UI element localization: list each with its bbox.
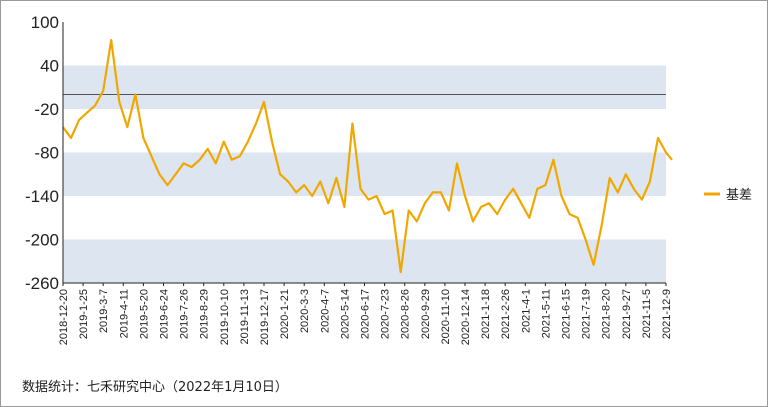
- x-tick-label: 2021-2-26: [500, 289, 512, 339]
- x-tick-label: 2021-11-5: [641, 289, 653, 338]
- y-tick-label: -80: [34, 144, 59, 163]
- x-tick-label: 2020-9-29: [420, 289, 432, 339]
- x-tick-label: 2020-5-14: [339, 289, 351, 339]
- x-tick-label: 2019-12-17: [259, 289, 271, 345]
- y-axis-ticks: 100 40 -20 -80 -140 -200 -260: [25, 13, 59, 293]
- x-tick-label: 2021-8-20: [601, 289, 613, 339]
- x-tick-label: 2020-12-14: [460, 289, 472, 345]
- y-tick-label: -260: [25, 274, 59, 293]
- x-tick-label: 2021-12-9: [661, 289, 673, 339]
- y-tick-label: -200: [25, 231, 59, 250]
- x-tick-label: 2020-8-26: [400, 289, 412, 339]
- legend: 基差: [704, 187, 752, 202]
- x-tick-label: 2021-4-1: [520, 289, 532, 333]
- x-tick-label: 2019-4-11: [118, 289, 130, 338]
- shaded-band-2: [63, 239, 666, 283]
- y-tick-label: -20: [34, 100, 59, 119]
- x-tick-label: 2018-12-20: [58, 289, 70, 345]
- shaded-bands: [63, 65, 666, 283]
- x-tick-label: 2021-9-27: [621, 289, 633, 339]
- y-tick-label: 100: [31, 13, 59, 32]
- plot-series: [62, 38, 673, 274]
- shaded-band-0: [63, 65, 666, 109]
- series-line-0: [62, 38, 673, 274]
- shaded-band-1: [63, 152, 666, 196]
- x-tick-label: 2019-6-24: [159, 289, 171, 339]
- y-tick-label: -140: [25, 187, 59, 206]
- source-note: 数据统计：七禾研究中心（2022年1月10日）: [22, 380, 288, 395]
- x-tick-label: 2020-7-23: [380, 289, 392, 339]
- x-tick-label: 2021-1-18: [480, 289, 492, 339]
- y-tick-label: 40: [40, 57, 59, 76]
- x-tick-label: 2019-8-29: [199, 289, 211, 339]
- x-tick-label: 2019-10-10: [219, 289, 231, 345]
- x-tick-label: 2020-11-10: [440, 289, 452, 344]
- x-axis-ticks: 2018-12-20 2019-1-25 2019-3-7 2019-4-11 2019…: [58, 283, 673, 345]
- x-tick-label: 2021-6-15: [561, 289, 573, 339]
- x-tick-label: 2020-3-3: [299, 289, 311, 333]
- x-tick-label: 2019-3-7: [98, 289, 110, 333]
- x-tick-label: 2021-7-19: [581, 289, 593, 339]
- x-tick-label: 2020-4-7: [319, 289, 331, 333]
- x-tick-label: 2019-7-26: [179, 289, 191, 339]
- legend-label: 基差: [726, 187, 752, 202]
- x-tick-label: 2021-5-11: [540, 289, 552, 338]
- x-tick-label: 2019-5-20: [138, 289, 150, 339]
- x-tick-label: 2019-1-25: [78, 289, 90, 339]
- x-tick-label: 2019-11-13: [239, 289, 251, 344]
- x-tick-label: 2020-6-17: [360, 289, 372, 339]
- x-tick-label: 2020-1-21: [279, 289, 291, 339]
